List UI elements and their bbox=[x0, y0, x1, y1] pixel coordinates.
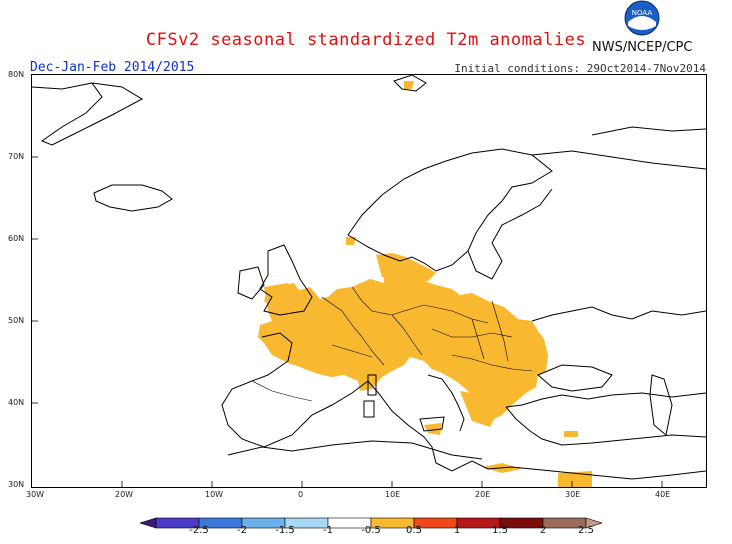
lon-label: 10W bbox=[205, 490, 224, 499]
lon-label: 40E bbox=[655, 490, 671, 499]
grid-ticks bbox=[32, 156, 663, 487]
lat-label: 50N bbox=[8, 316, 25, 325]
colorbar-label: -2.5 bbox=[189, 525, 209, 536]
colorbar-label: -2 bbox=[237, 525, 247, 536]
lon-label: 10E bbox=[385, 490, 401, 499]
colorbar-label: 2 bbox=[539, 525, 547, 536]
colorbar-label: 2.5 bbox=[578, 525, 594, 536]
colorbar-arrow-high bbox=[585, 517, 604, 529]
agency-label: NWS/NCEP/CPC bbox=[592, 40, 693, 55]
colorbar-label: 1 bbox=[453, 525, 461, 536]
lat-label: 60N bbox=[8, 234, 25, 243]
lon-label: 20E bbox=[475, 490, 491, 499]
lat-label: 70N bbox=[8, 152, 25, 161]
europe-anomaly-map bbox=[31, 74, 707, 488]
country-borders bbox=[251, 286, 533, 402]
lat-label: 80N bbox=[8, 70, 25, 79]
colorbar bbox=[138, 514, 604, 533]
anomaly-fill bbox=[258, 81, 592, 487]
colorbar-label: -1 bbox=[323, 525, 333, 536]
map-title: CFSv2 seasonal standardized T2m anomalie… bbox=[145, 30, 587, 50]
lon-label: 30W bbox=[26, 490, 45, 499]
noaa-logo: NOAA bbox=[624, 0, 660, 36]
lat-label: 40N bbox=[8, 398, 25, 407]
colorbar-label: -1.5 bbox=[275, 525, 295, 536]
noaa-logo-text: NOAA bbox=[632, 9, 653, 17]
lat-label: 30N bbox=[8, 480, 25, 489]
lon-label: 20W bbox=[115, 490, 134, 499]
colorbar-label: 0.5 bbox=[406, 525, 422, 536]
initial-conditions-label: Initial conditions: 29Oct2014-7Nov2014 bbox=[454, 62, 706, 75]
lon-label: 0 bbox=[298, 490, 304, 499]
colorbar-label: 1.5 bbox=[492, 525, 508, 536]
coastlines bbox=[32, 75, 706, 480]
lon-label: 30E bbox=[565, 490, 581, 499]
period-label: Dec-Jan-Feb 2014/2015 bbox=[30, 60, 195, 75]
colorbar-label: -0.5 bbox=[361, 525, 381, 536]
colorbar-arrow-low bbox=[138, 517, 157, 529]
